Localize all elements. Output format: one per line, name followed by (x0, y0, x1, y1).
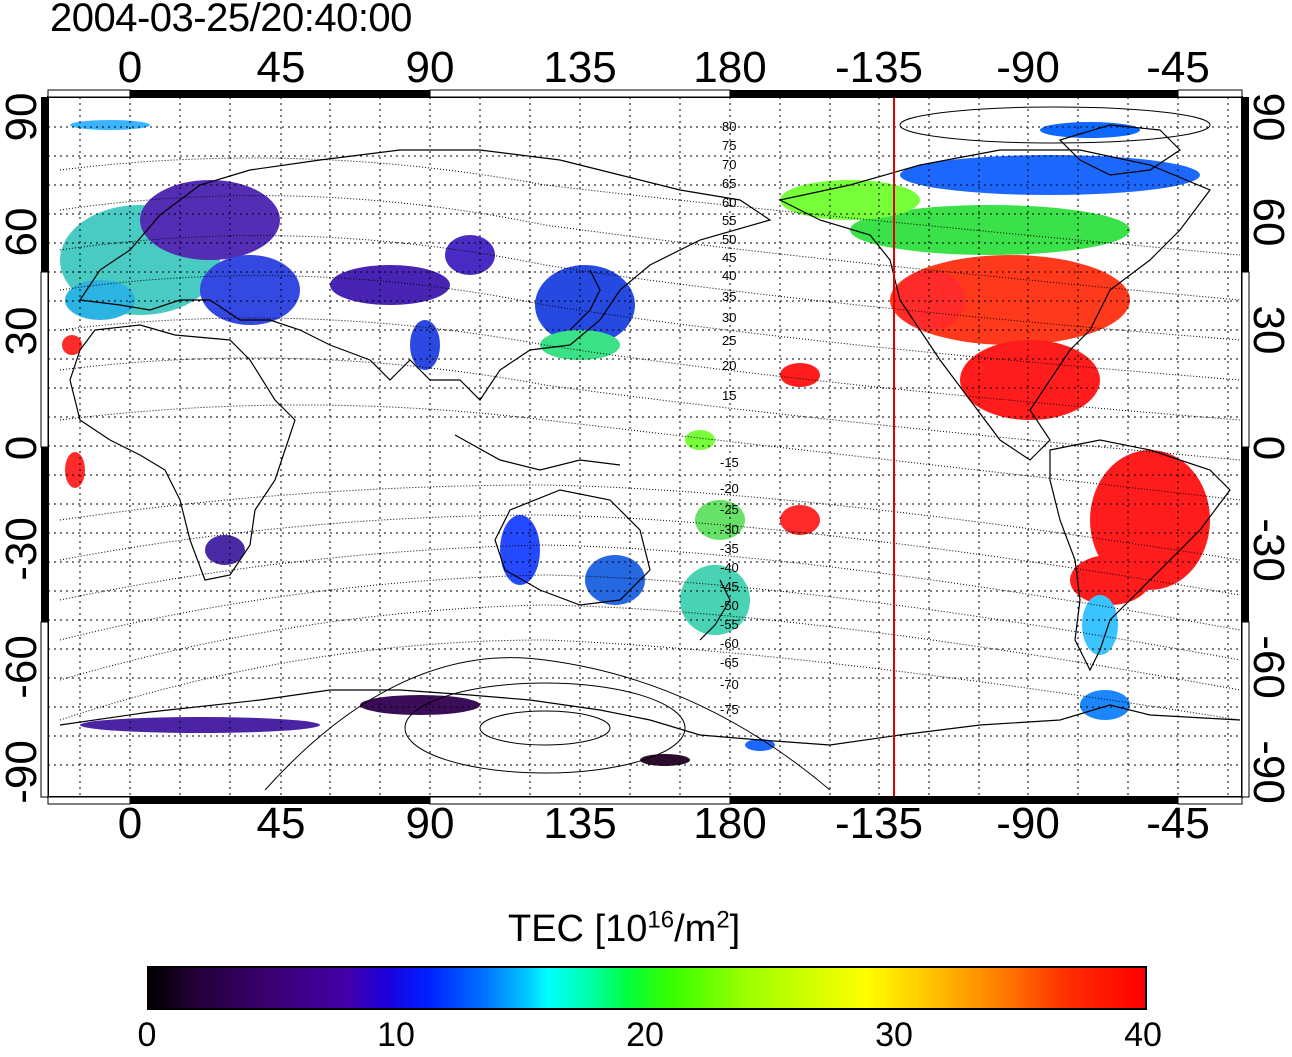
bottom-lon-tick: 45 (256, 799, 306, 848)
contour-label: 65 (722, 176, 736, 191)
contour-label: -20 (720, 481, 739, 496)
contour-label: -75 (720, 702, 739, 717)
bottom-lon-tick: -135 (834, 799, 924, 848)
top-lon-tick: -45 (1146, 43, 1210, 92)
contour-label: 55 (722, 213, 736, 228)
colorbar-tick: 10 (377, 1016, 415, 1054)
top-lon-tick: -135 (834, 43, 924, 92)
top-lon-tick: 0 (117, 43, 143, 92)
bottom-lon-tick: 135 (543, 799, 617, 848)
contour-label: 20 (722, 358, 736, 373)
bottom-lon-tick: 0 (117, 799, 143, 848)
contour-label: -65 (720, 655, 739, 670)
contour-label: 80 (722, 119, 736, 134)
top-lon-tick: -90 (996, 43, 1060, 92)
contour-label: -55 (720, 617, 739, 632)
bottom-lon-tick: 180 (693, 799, 767, 848)
bottom-lon-tick: 90 (405, 799, 455, 848)
contour-label: 15 (722, 388, 736, 403)
contour-label: 50 (722, 232, 736, 247)
contour-label: 35 (722, 289, 736, 304)
bottom-lon-tick: -90 (996, 799, 1060, 848)
map-title: 2004-03-25/20:40:00 (50, 0, 412, 40)
contour-label: -40 (720, 560, 739, 575)
graticule (48, 97, 1242, 797)
contour-label: -45 (720, 579, 739, 594)
colorbar-title: TEC [1016/m2] (508, 906, 741, 950)
bottom-lon-tick: -45 (1146, 799, 1210, 848)
contour-label: -15 (720, 455, 739, 470)
contour-label: 70 (722, 157, 736, 172)
colorbar-tick: 0 (137, 1016, 157, 1054)
contour-label: 45 (722, 250, 736, 265)
top-lon-tick: 90 (405, 43, 455, 92)
axis-bars (40, 89, 1250, 805)
contour-label: 75 (722, 138, 736, 153)
contour-label: -30 (720, 522, 739, 537)
contour-label: 60 (722, 195, 736, 210)
contour-label: 25 (722, 333, 736, 348)
top-lon-tick: 180 (693, 43, 767, 92)
contour-label: 40 (722, 268, 736, 283)
contour-label: -50 (720, 598, 739, 613)
contour-label: 30 (722, 310, 736, 325)
tec-map: 80 75 70 65 60 55 50 45 40 35 30 25 20 1… (40, 89, 1250, 805)
tec-patches (60, 120, 1210, 766)
top-lon-tick: 135 (543, 43, 617, 92)
contour-label: -60 (720, 636, 739, 651)
top-lon-tick: 45 (256, 43, 306, 92)
magnetic-contours (59, 106, 1241, 791)
contour-label: -70 (720, 677, 739, 692)
contour-label: -25 (720, 502, 739, 517)
contour-label: -35 (720, 541, 739, 556)
colorbar-tick: 40 (1124, 1016, 1162, 1054)
colorbar-tick: 30 (875, 1016, 913, 1054)
coastlines (59, 124, 1241, 746)
colorbar-tick: 20 (626, 1016, 664, 1054)
colorbar (147, 966, 1147, 1010)
